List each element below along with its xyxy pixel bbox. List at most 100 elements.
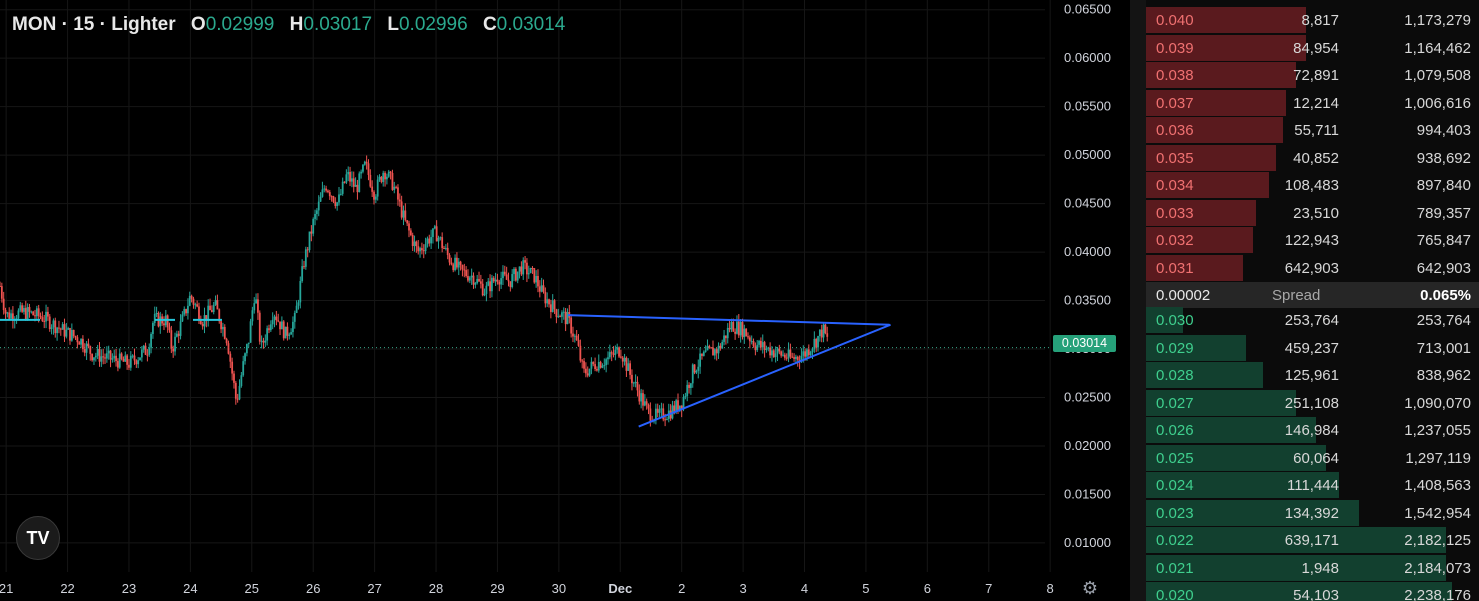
bid-row[interactable]: 0.023 134,392 1,542,954 bbox=[1146, 499, 1479, 527]
y-tick-label: 0.02500 bbox=[1064, 389, 1111, 404]
bid-row[interactable]: 0.020 54,103 2,238,176 bbox=[1146, 582, 1479, 601]
candle-body bbox=[739, 321, 742, 336]
ask-row[interactable]: 0.035 40,852 938,692 bbox=[1146, 144, 1479, 172]
candle-body bbox=[754, 346, 757, 351]
bid-row[interactable]: 0.025 60,064 1,297,119 bbox=[1146, 444, 1479, 472]
candle-body bbox=[706, 346, 709, 351]
candle-body bbox=[47, 311, 49, 317]
candle-body bbox=[371, 186, 374, 192]
y-tick-label: 0.02000 bbox=[1064, 438, 1111, 453]
high-value: 0.03017 bbox=[303, 14, 373, 35]
candle-body bbox=[93, 357, 95, 361]
candle-body bbox=[695, 370, 698, 373]
candlestick-chart[interactable]: 0.06500 0.06000 0.05500 0.05000 0.04500 0.040… bbox=[0, 0, 1130, 601]
candle-body bbox=[349, 171, 351, 182]
candle-body bbox=[588, 368, 591, 376]
candle-body bbox=[437, 237, 440, 242]
candle-body bbox=[185, 309, 187, 314]
ob-price: 0.025 bbox=[1156, 449, 1194, 467]
candle-body bbox=[408, 223, 410, 231]
tradingview-logo-icon[interactable]: TV bbox=[16, 516, 60, 560]
bid-row[interactable]: 0.024 111,444 1,408,563 bbox=[1146, 472, 1479, 499]
ask-row[interactable]: 0.039 84,954 1,164,462 bbox=[1146, 34, 1479, 62]
ask-row[interactable]: 0.032 122,943 765,847 bbox=[1146, 227, 1479, 254]
candle-body bbox=[494, 279, 497, 282]
candle-body bbox=[402, 210, 405, 218]
candle-body bbox=[664, 419, 667, 421]
candle-body bbox=[131, 355, 134, 357]
candle-body bbox=[712, 347, 714, 356]
chart-panel[interactable]: 0.06500 0.06000 0.05500 0.05000 0.04500 0.040… bbox=[0, 0, 1130, 601]
panel-separator[interactable] bbox=[1130, 0, 1146, 601]
ob-total: 1,090,070 bbox=[1404, 394, 1471, 412]
candle-body bbox=[286, 326, 289, 336]
ask-row[interactable]: 0.034 108,483 897,840 bbox=[1146, 172, 1479, 199]
candle-body bbox=[800, 355, 803, 362]
candle-body bbox=[249, 321, 252, 343]
ask-row[interactable]: 0.040 8,817 1,173,279 bbox=[1146, 7, 1479, 34]
candle-body bbox=[400, 201, 403, 218]
settings-gear-icon[interactable]: ⚙ bbox=[1081, 578, 1099, 598]
x-tick-label: 27 bbox=[367, 581, 381, 596]
candle-body bbox=[299, 281, 302, 303]
candle-body bbox=[771, 350, 773, 356]
candle-body bbox=[818, 329, 821, 337]
candle-body bbox=[654, 408, 657, 420]
symbol-title[interactable]: MON · 15 · Lighter bbox=[12, 14, 176, 35]
candle-body bbox=[139, 357, 141, 361]
candle-body bbox=[0, 286, 3, 299]
candle-body bbox=[736, 321, 738, 334]
ask-row[interactable]: 0.038 72,891 1,079,508 bbox=[1146, 62, 1479, 89]
bid-row[interactable]: 0.028 125,961 838,962 bbox=[1146, 362, 1479, 389]
y-tick-label: 0.04500 bbox=[1064, 196, 1111, 211]
candle-body bbox=[24, 308, 27, 320]
candle-body bbox=[457, 261, 460, 268]
bid-row[interactable]: 0.021 1,948 2,184,073 bbox=[1146, 554, 1479, 582]
candle-body bbox=[422, 250, 425, 252]
candle-body bbox=[601, 365, 604, 368]
candle-body bbox=[684, 396, 687, 398]
candle-body bbox=[11, 313, 14, 321]
candle-body bbox=[618, 347, 620, 357]
candle-body bbox=[443, 248, 445, 250]
candle-body bbox=[83, 349, 86, 353]
candle-body bbox=[726, 327, 729, 339]
ob-price: 0.022 bbox=[1156, 532, 1194, 549]
candle-body bbox=[811, 348, 814, 352]
x-tick-label: 25 bbox=[245, 581, 259, 596]
x-tick-label: Dec bbox=[608, 581, 632, 596]
ob-size: 1,948 bbox=[1301, 559, 1339, 577]
candle-body bbox=[39, 315, 42, 318]
candle-body bbox=[367, 163, 370, 175]
candle-body bbox=[220, 321, 222, 330]
bid-row[interactable]: 0.026 146,984 1,237,055 bbox=[1146, 417, 1479, 444]
candle-body bbox=[487, 281, 490, 286]
bid-row[interactable]: 0.027 251,108 1,090,070 bbox=[1146, 389, 1479, 417]
ohlc-legend: MON · 15 · Lighter O0.02999 H0.03017 L0.… bbox=[12, 14, 565, 36]
ob-total: 2,238,176 bbox=[1404, 587, 1471, 601]
bid-row[interactable]: 0.029 459,237 713,001 bbox=[1146, 334, 1479, 362]
candle-body bbox=[4, 309, 7, 314]
candle-body bbox=[732, 321, 735, 332]
ob-price: 0.037 bbox=[1156, 94, 1194, 112]
ask-row[interactable]: 0.031 642,903 642,903 bbox=[1146, 254, 1479, 282]
ob-price: 0.034 bbox=[1156, 177, 1194, 194]
close-value: 0.03014 bbox=[496, 14, 566, 35]
x-tick-label: 26 bbox=[306, 581, 320, 596]
candle-body bbox=[444, 247, 447, 249]
candle-body bbox=[188, 295, 191, 306]
ob-size: 84,954 bbox=[1293, 39, 1339, 57]
ask-row[interactable]: 0.036 55,711 994,403 bbox=[1146, 117, 1479, 144]
high-label: H bbox=[289, 14, 304, 35]
candle-body bbox=[631, 374, 633, 384]
ask-row[interactable]: 0.037 12,214 1,006,616 bbox=[1146, 89, 1479, 117]
candle-body bbox=[135, 360, 138, 365]
bid-row[interactable]: 0.022 639,171 2,182,125 bbox=[1146, 527, 1479, 554]
candle-body bbox=[50, 327, 53, 330]
candle-body bbox=[328, 192, 331, 197]
bid-row[interactable]: 0.030 253,764 253,764 bbox=[1146, 307, 1479, 334]
candle-body bbox=[242, 361, 245, 376]
candle-body bbox=[561, 312, 563, 317]
candle-body bbox=[271, 319, 274, 325]
ask-row[interactable]: 0.033 23,510 789,357 bbox=[1146, 199, 1479, 227]
